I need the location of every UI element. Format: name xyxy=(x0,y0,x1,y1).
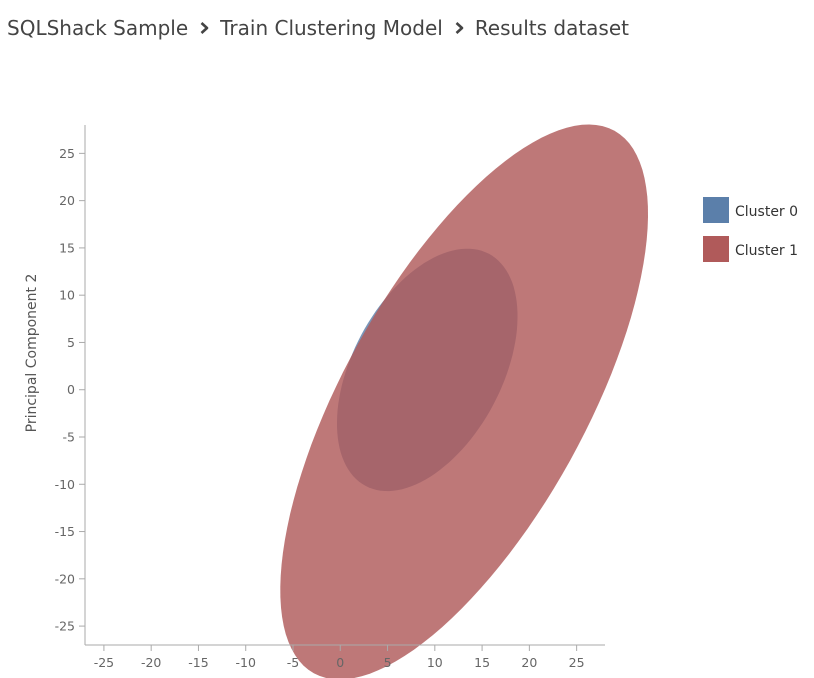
x-tick-label: 5 xyxy=(384,655,392,670)
legend-swatch-cluster-1 xyxy=(703,236,729,262)
y-tick-label: -15 xyxy=(55,524,75,539)
y-tick-label: -10 xyxy=(55,477,75,492)
y-tick-label: 5 xyxy=(67,335,75,350)
y-axis-title: Principal Component 2 xyxy=(24,274,40,433)
breadcrumb-item-train-model[interactable]: Train Clustering Model xyxy=(220,16,443,40)
y-tick-label: 10 xyxy=(59,288,75,303)
chevron-right-icon xyxy=(200,22,209,34)
chart-axes: -25 -20 -15 -10 -5 0 5 10 15 20 25 -25 -20 -15 -10 -5 0 5… xyxy=(24,125,605,670)
y-tick-label: -5 xyxy=(63,430,75,445)
legend-label-cluster-0: Cluster 0 xyxy=(735,204,798,220)
y-tick-label: 25 xyxy=(59,146,75,161)
breadcrumb: SQLShack Sample Train Clustering Model R… xyxy=(7,12,629,44)
chart-legend: Cluster 0 Cluster 1 xyxy=(703,197,798,262)
x-tick-label: 0 xyxy=(336,655,344,670)
x-tick-label: -10 xyxy=(236,655,256,670)
y-tick-label: 0 xyxy=(67,382,75,397)
legend-label-cluster-1: Cluster 1 xyxy=(735,243,798,259)
x-tick-label: 15 xyxy=(474,655,490,670)
x-tick-label: -25 xyxy=(94,655,114,670)
x-tick-label: -15 xyxy=(188,655,208,670)
x-tick-label: -20 xyxy=(141,655,161,670)
y-tick-label: 20 xyxy=(59,193,75,208)
x-tick-label: 20 xyxy=(521,655,537,670)
y-tick-label: -25 xyxy=(55,619,75,634)
y-tick-label: -20 xyxy=(55,571,75,586)
y-tick-label: 15 xyxy=(59,240,75,255)
x-tick-label: 25 xyxy=(569,655,585,670)
x-tick-label: 10 xyxy=(427,655,443,670)
cluster-ellipses xyxy=(280,124,648,678)
cluster-1-ellipse xyxy=(280,124,648,678)
chevron-right-icon xyxy=(455,22,464,34)
x-tick-label: -5 xyxy=(287,655,299,670)
breadcrumb-item-sample[interactable]: SQLShack Sample xyxy=(7,16,189,40)
legend-swatch-cluster-0 xyxy=(703,197,729,223)
breadcrumb-item-results-dataset: Results dataset xyxy=(474,16,630,40)
